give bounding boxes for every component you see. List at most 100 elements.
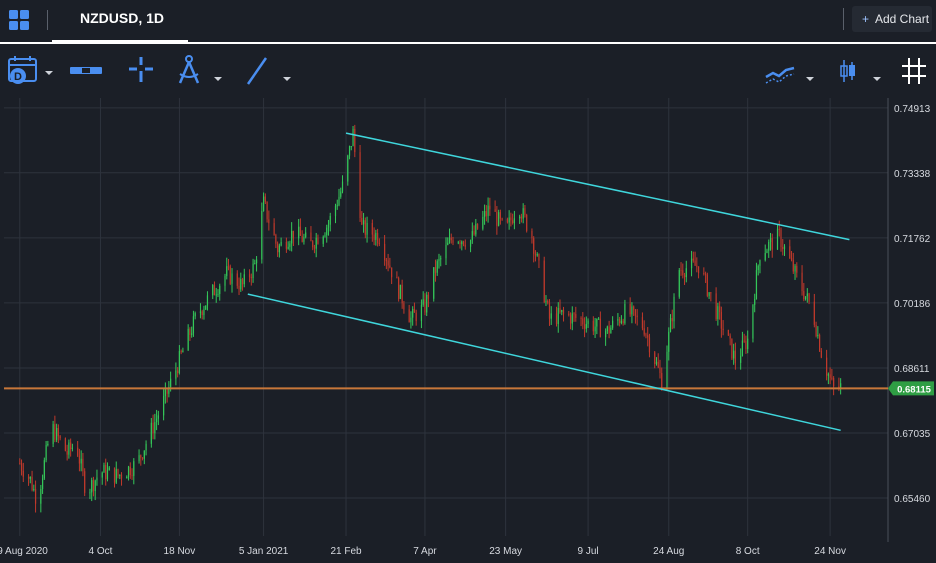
candle-body-down xyxy=(569,315,572,324)
candle-body-up xyxy=(205,305,207,310)
candle-body-up xyxy=(338,196,340,206)
tab-chart[interactable]: NZDUSD, 1D xyxy=(52,0,188,42)
candle-body-down xyxy=(64,438,66,451)
range-icon[interactable] xyxy=(68,52,104,88)
candle-body-down xyxy=(485,211,487,217)
candle-body-up xyxy=(199,311,202,314)
candle-body-up xyxy=(571,313,573,324)
candle-body-up xyxy=(755,270,758,300)
candle-body-down xyxy=(82,458,84,472)
candle-body-down xyxy=(57,427,59,437)
candle-body-down xyxy=(105,465,107,480)
candle-body-up xyxy=(769,238,772,242)
candle-body-down xyxy=(70,442,72,449)
candle-body-up xyxy=(194,313,196,317)
candle-body-up xyxy=(513,218,516,224)
candle-body-down xyxy=(657,361,659,368)
y-tick-label: 0.74913 xyxy=(894,104,931,115)
candle-body-up xyxy=(817,334,819,337)
candle-body-down xyxy=(459,242,461,245)
candle-body-down xyxy=(575,314,577,318)
price-chart[interactable]: 0.74913 0.73338 0.71762 0.70186 0.68611 0.670… xyxy=(0,96,936,563)
indicators-icon[interactable] xyxy=(762,52,818,88)
candle-body-down xyxy=(384,243,386,261)
candle-body-down xyxy=(476,223,479,229)
candle-body-up xyxy=(219,285,221,294)
candle-body-up xyxy=(475,223,477,235)
candle-body-up xyxy=(103,465,105,473)
layout-grid-icon[interactable] xyxy=(8,9,30,31)
candle-body-up xyxy=(768,241,770,251)
candle-type-icon[interactable] xyxy=(836,52,886,88)
candle-body-down xyxy=(140,455,142,458)
candle-body-down xyxy=(771,238,773,250)
candle-body-up xyxy=(668,331,670,352)
x-tick-label: 19 Aug 2020 xyxy=(0,546,48,557)
candle-body-up xyxy=(119,474,121,476)
candle-body-up xyxy=(436,261,438,273)
candle-body-down xyxy=(538,254,540,261)
candle-body-up xyxy=(326,227,328,236)
candle-body-up xyxy=(143,450,145,459)
candle-body-up xyxy=(163,396,165,416)
grid-icon[interactable] xyxy=(899,52,929,88)
candle-body-down xyxy=(818,334,821,351)
trend-line-icon[interactable] xyxy=(244,52,294,88)
candle-body-down xyxy=(180,351,182,353)
channel-lower-line xyxy=(247,293,841,432)
x-tick-label: 7 Apr xyxy=(413,546,437,557)
candle-body-down xyxy=(555,313,558,324)
candle-body-down xyxy=(113,467,116,483)
candle-body-up xyxy=(410,317,412,323)
candle-body-up xyxy=(610,327,612,334)
candle-body-up xyxy=(447,242,449,245)
candle-body-down xyxy=(177,370,179,374)
candle-body-up xyxy=(412,308,414,318)
add-chart-button[interactable]: + Add Chart xyxy=(852,6,932,32)
candle-body-down xyxy=(78,455,81,464)
candle-body-up xyxy=(399,284,401,299)
candle-body-up xyxy=(206,295,209,306)
candle-body-up xyxy=(71,447,74,449)
candle-body-up xyxy=(666,351,668,390)
candle-body-up xyxy=(347,155,349,182)
candle-body-down xyxy=(359,152,361,219)
candle-body-down xyxy=(403,303,405,310)
candle-body-down xyxy=(499,212,501,219)
calendar-date-icon[interactable]: D xyxy=(6,52,56,88)
candle-body-down xyxy=(654,352,656,364)
x-tick-label: 24 Aug xyxy=(653,546,684,557)
candle-body-down xyxy=(120,474,123,479)
candle-body-down xyxy=(84,471,86,493)
y-tick-label: 0.71762 xyxy=(894,234,931,245)
candle-body-down xyxy=(401,284,403,304)
crosshair-icon[interactable] xyxy=(126,52,156,88)
candle-body-down xyxy=(633,306,635,310)
candle-body-up xyxy=(334,205,337,217)
candle-body-down xyxy=(659,367,661,374)
candle-body-down xyxy=(512,220,514,224)
date-icon-letter: D xyxy=(14,71,22,83)
candle-body-up xyxy=(187,328,189,351)
candle-body-down xyxy=(534,253,537,256)
candle-body-down xyxy=(501,218,503,220)
candle-body-up xyxy=(522,208,524,219)
candle-body-up xyxy=(752,304,754,339)
y-tick-label: 0.73338 xyxy=(894,169,931,180)
candle-body-up xyxy=(298,226,300,239)
candle-body-up xyxy=(352,128,354,147)
chart-area[interactable]: 0.74913 0.73338 0.71762 0.70186 0.68611 0.670… xyxy=(0,96,936,563)
candle-body-up xyxy=(203,309,205,316)
candle-body-down xyxy=(236,273,238,286)
candle-body-up xyxy=(362,220,365,225)
candle-body-down xyxy=(66,450,68,455)
y-tick-label: 0.65460 xyxy=(894,494,931,505)
candle-body-up xyxy=(94,480,96,492)
candle-body-up xyxy=(806,293,808,297)
compass-draw-icon[interactable] xyxy=(174,52,226,88)
x-tick-label: 23 May xyxy=(489,546,522,557)
candle-body-down xyxy=(634,309,637,316)
candle-body-down xyxy=(801,272,803,292)
candle-body-down xyxy=(301,235,303,242)
header-separator-right xyxy=(843,8,844,30)
